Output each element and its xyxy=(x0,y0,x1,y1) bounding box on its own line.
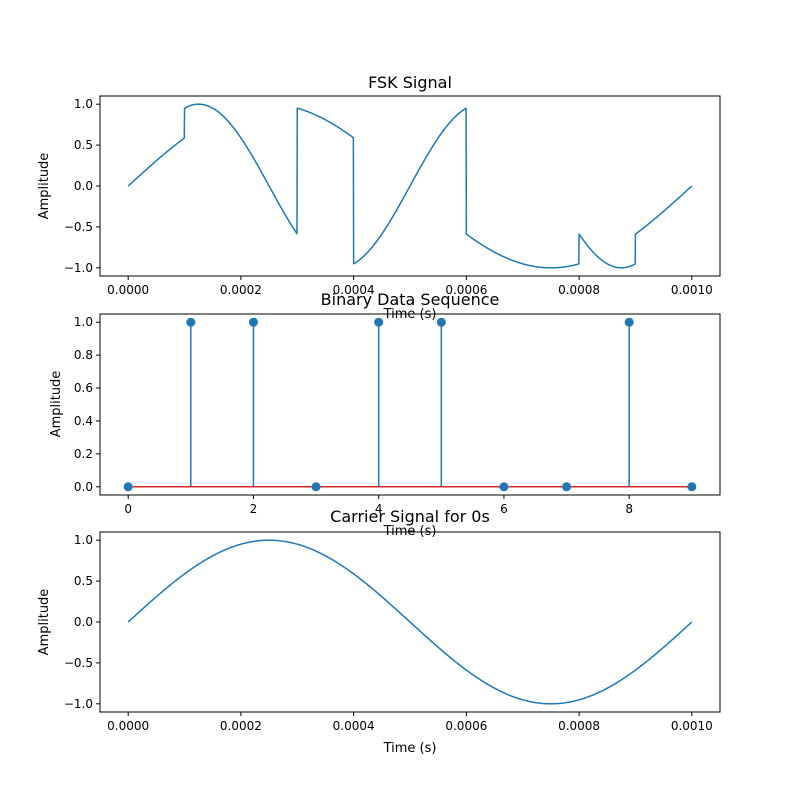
fsk-signal-y-tick-label: −0.5 xyxy=(64,220,93,234)
fsk-signal-y-tick-label: 0.5 xyxy=(74,138,93,152)
carrier-signal-x-axis-label: Time (s) xyxy=(383,741,437,756)
binary-data-y-tick-label: 0.0 xyxy=(74,480,93,494)
fsk-signal-x-tick-label: 0.0004 xyxy=(333,283,375,297)
binary-data-x-tick-label: 2 xyxy=(250,502,258,516)
stem-marker xyxy=(248,317,258,327)
binary-data-y-axis-label: Amplitude xyxy=(49,371,64,438)
fsk-signal-marks xyxy=(127,103,693,269)
fsk-signal-ticks: 0.0000 0.0002 0.0004 0.0006 0.0008 0.0010 −1.0… xyxy=(64,97,713,297)
fsk-signal-x-tick-label: 0.0010 xyxy=(671,283,713,297)
binary-data-title: Binary Data Sequence xyxy=(321,290,500,309)
carrier-signal-ticks: 0.0000 0.0002 0.0004 0.0006 0.0008 0.0010 −1.0… xyxy=(64,533,713,733)
binary-data-x-tick-label: 0 xyxy=(124,502,132,516)
stem-marker xyxy=(311,482,321,492)
fsk-signal-x-tick-label: 0.0006 xyxy=(445,283,487,297)
fsk-signal-title: FSK Signal xyxy=(368,73,452,92)
fsk-signal-y-tick-label: 1.0 xyxy=(74,97,93,111)
carrier-signal-y-tick-label: 1.0 xyxy=(74,533,93,547)
binary-data-ticks: 0 2 4 6 8 0.0 0.2 0.4 0.6 0.8 1.0 xyxy=(74,315,633,516)
fsk-signal-plot-frame xyxy=(99,95,721,277)
carrier-signal-y-tick-label: −0.5 xyxy=(64,656,93,670)
stem-marker xyxy=(687,482,697,492)
binary-data-y-tick-label: 0.8 xyxy=(74,348,93,362)
carrier-signal-x-tick-label: 0.0002 xyxy=(220,719,262,733)
carrier-signal-y-tick-label: −1.0 xyxy=(64,697,93,711)
binary-data-x-tick-label: 6 xyxy=(500,502,508,516)
binary-data-y-tick-label: 0.4 xyxy=(74,414,93,428)
stem-marker xyxy=(436,317,446,327)
binary-data-y-tick-label: 1.0 xyxy=(74,315,93,329)
binary-data-marks xyxy=(123,317,697,492)
stem-marker xyxy=(499,482,509,492)
fsk-signal-y-tick-label: 0.0 xyxy=(74,179,93,193)
fsk-signal-x-tick-label: 0.0008 xyxy=(558,283,600,297)
carrier-signal-y-tick-label: 0.0 xyxy=(74,615,93,629)
fsk-signal-x-tick-label: 0.0002 xyxy=(220,283,262,297)
binary-data-plot-frame xyxy=(99,313,721,496)
carrier-signal-x-tick-label: 0.0010 xyxy=(671,719,713,733)
binary-data-x-tick-label: 4 xyxy=(375,502,383,516)
fsk-signal-panel: FSK Signal Amplitude 0.0000 0.0002 0.0004 0… xyxy=(37,73,721,322)
fsk-signal-y-tick-label: −1.0 xyxy=(64,261,93,275)
fsk-signal-line xyxy=(127,103,693,269)
carrier-signal-marks xyxy=(127,539,693,705)
carrier-signal-x-tick-label: 0.0008 xyxy=(558,719,600,733)
carrier-signal-line xyxy=(127,539,693,705)
carrier-signal-title: Carrier Signal for 0s xyxy=(330,507,490,526)
carrier-signal-x-tick-label: 0.0000 xyxy=(107,719,149,733)
fsk-signal-x-tick-label: 0.0000 xyxy=(107,283,149,297)
stem-marker xyxy=(186,317,196,327)
carrier-signal-y-tick-label: 0.5 xyxy=(74,574,93,588)
stem-marker xyxy=(562,482,572,492)
carrier-signal-x-tick-label: 0.0006 xyxy=(445,719,487,733)
stem-marker xyxy=(374,317,384,327)
carrier-signal-panel: Amplitude 0.0000 0.0002 0.0004 0.0006 0.0008… xyxy=(37,507,721,756)
carrier-signal-y-axis-label: Amplitude xyxy=(37,589,52,656)
carrier-signal-plot-frame xyxy=(99,531,721,713)
stem-marker xyxy=(624,317,634,327)
fsk-signal-y-axis-label: Amplitude xyxy=(37,153,52,220)
binary-data-y-tick-label: 0.2 xyxy=(74,447,93,461)
carrier-signal-x-tick-label: 0.0004 xyxy=(333,719,375,733)
binary-data-x-tick-label: 8 xyxy=(625,502,633,516)
stem-marker xyxy=(123,482,133,492)
binary-data-y-tick-label: 0.6 xyxy=(74,381,93,395)
binary-data-panel: Amplitude 0 2 4 6 80.00.20.40.60.81.0 Time (… xyxy=(49,290,721,539)
